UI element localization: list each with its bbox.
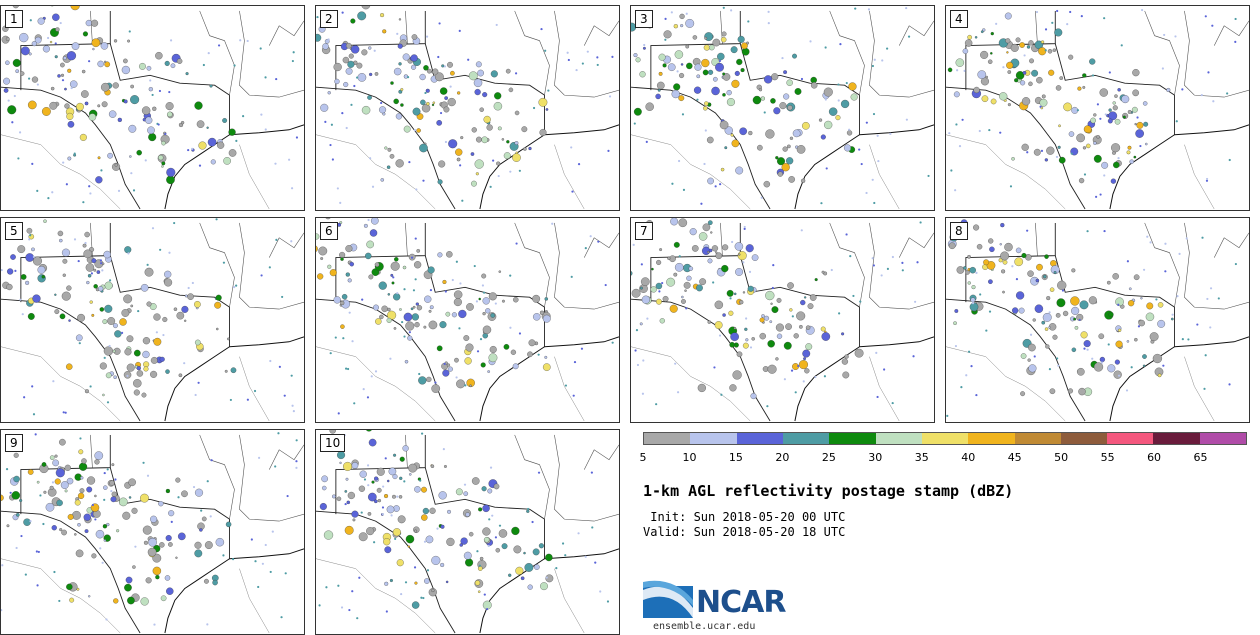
member-panel: 10 bbox=[315, 429, 620, 635]
colorbar-tick-labels: 5 10 15 20 25 30 35 40 45 50 55 60 65 bbox=[639, 451, 1247, 465]
member-label: 5 bbox=[5, 222, 23, 240]
colorbar-tick-label: 20 bbox=[775, 451, 790, 464]
reflectivity-map bbox=[316, 430, 619, 634]
member-panel: 6 bbox=[315, 217, 620, 423]
colorbar-tick-label: 60 bbox=[1147, 451, 1162, 464]
reflectivity-map bbox=[1, 218, 304, 422]
member-panel: 1 bbox=[0, 5, 305, 211]
member-label: 8 bbox=[950, 222, 968, 240]
member-label: 9 bbox=[5, 434, 23, 452]
ncar-logo-icon bbox=[643, 580, 693, 618]
colorbar-tick-label: 50 bbox=[1054, 451, 1069, 464]
member-label: 6 bbox=[320, 222, 338, 240]
member-panel: 4 bbox=[945, 5, 1250, 211]
member-panel: 3 bbox=[630, 5, 935, 211]
colorbar-tick-label: 15 bbox=[728, 451, 743, 464]
member-panel: 5 bbox=[0, 217, 305, 423]
member-panel: 8 bbox=[945, 217, 1250, 423]
member-panel: 9 bbox=[0, 429, 305, 635]
colorbar-tick-label: 5 bbox=[639, 451, 647, 464]
reflectivity-map bbox=[631, 218, 934, 422]
member-label: 7 bbox=[635, 222, 653, 240]
ensemble-url: ensemble.ucar.edu bbox=[653, 621, 756, 632]
colorbar-segment bbox=[921, 433, 969, 444]
colorbar-segment bbox=[968, 433, 1015, 444]
colorbar-segment bbox=[1107, 433, 1154, 444]
colorbar-tick-label: 40 bbox=[961, 451, 976, 464]
member-label: 10 bbox=[320, 434, 346, 452]
reflectivity-map bbox=[1, 6, 304, 210]
member-panel: 2 bbox=[315, 5, 620, 211]
colorbar-segment bbox=[1060, 433, 1108, 444]
colorbar-tick-label: 45 bbox=[1007, 451, 1022, 464]
colorbar-segment bbox=[829, 433, 876, 444]
colorbar-segment bbox=[690, 433, 737, 444]
init-time: Init: Sun 2018-05-20 00 UTC bbox=[643, 510, 846, 524]
colorbar-segment bbox=[782, 433, 830, 444]
colorbar-tick-label: 25 bbox=[821, 451, 836, 464]
member-label: 1 bbox=[5, 10, 23, 28]
ncar-logo-text: NCAR bbox=[696, 585, 786, 620]
colorbar-tick-label: 10 bbox=[682, 451, 697, 464]
reflectivity-map bbox=[946, 8, 1249, 210]
colorbar-segment bbox=[875, 433, 922, 444]
reflectivity-colorbar bbox=[643, 432, 1247, 445]
member-label: 2 bbox=[320, 10, 338, 28]
member-label: 3 bbox=[635, 10, 653, 28]
reflectivity-map bbox=[316, 218, 619, 422]
colorbar-tick-label: 30 bbox=[868, 451, 883, 464]
member-label: 4 bbox=[950, 10, 968, 28]
colorbar-segment bbox=[644, 433, 691, 444]
colorbar-segment bbox=[1199, 433, 1247, 444]
figure-title: 1-km AGL reflectivity postage stamp (dBZ… bbox=[643, 482, 1014, 500]
member-panel: 7 bbox=[630, 217, 935, 423]
reflectivity-map bbox=[316, 6, 619, 210]
reflectivity-map bbox=[631, 6, 934, 210]
colorbar-tick-label: 65 bbox=[1193, 451, 1208, 464]
colorbar-tick-label: 35 bbox=[914, 451, 929, 464]
valid-time: Valid: Sun 2018-05-20 18 UTC bbox=[643, 525, 846, 539]
colorbar-segment bbox=[736, 433, 783, 444]
reflectivity-map bbox=[946, 219, 1249, 422]
reflectivity-map bbox=[1, 432, 304, 634]
colorbar-tick-label: 55 bbox=[1100, 451, 1115, 464]
colorbar-segment bbox=[1153, 433, 1200, 444]
colorbar-segment bbox=[1014, 433, 1061, 444]
